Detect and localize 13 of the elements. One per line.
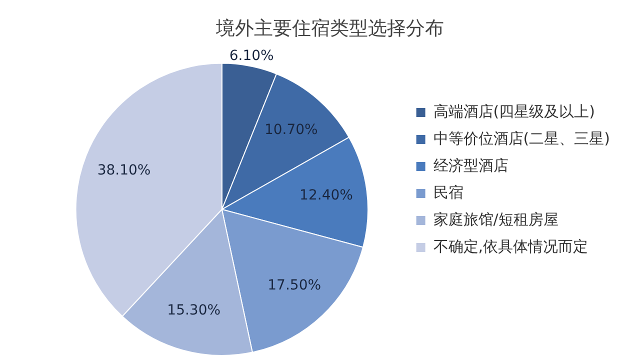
legend-label: 家庭旅馆/短租房屋 bbox=[433, 210, 558, 228]
chart-title: 境外主要住宿类型选择分布 bbox=[215, 17, 444, 40]
legend-label: 高端酒店(四星级及以上) bbox=[433, 102, 596, 120]
legend-label: 中等价位酒店(二星、三星) bbox=[433, 129, 610, 148]
data-label: 15.30% bbox=[167, 302, 221, 318]
data-label: 17.50% bbox=[268, 277, 322, 294]
data-label: 10.70% bbox=[264, 122, 318, 138]
legend-label: 民宿 bbox=[433, 183, 464, 202]
legend-label: 不确定,依具体情况而定 bbox=[433, 237, 588, 256]
data-label: 38.10% bbox=[97, 162, 151, 179]
data-label: 12.40% bbox=[300, 188, 353, 204]
legend-label: 经济型酒店 bbox=[433, 156, 508, 174]
data-label: 6.10% bbox=[229, 48, 274, 64]
